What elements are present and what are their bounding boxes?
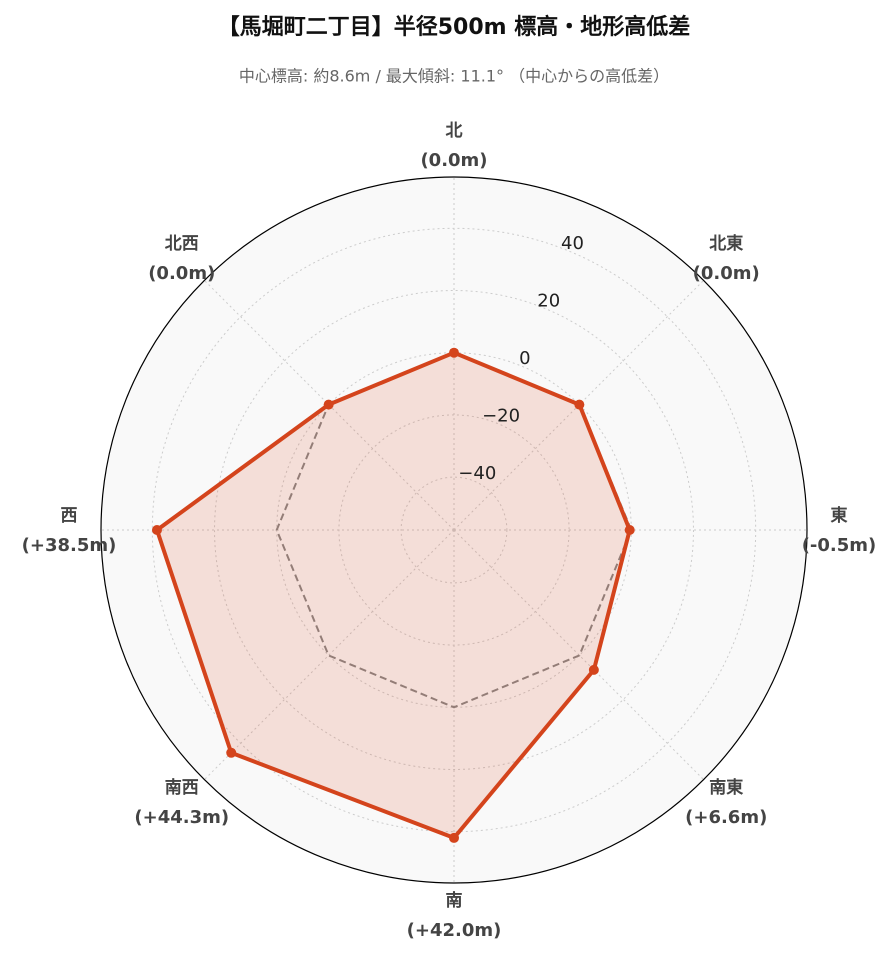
area [157,352,630,838]
r-tick-label: 40 [561,233,584,254]
value-label: (+44.3m) [134,807,229,828]
category-label: 南 [446,890,463,911]
r-tick-label: −40 [458,463,496,484]
value-label: (+6.6m) [685,807,767,828]
point [624,525,635,535]
plot-border [100,176,808,884]
value-label: (0.0m) [693,263,760,284]
point [574,399,585,410]
r-tick-label: 20 [537,290,560,311]
category-label: 西 [61,506,78,526]
r-tick-label: −20 [482,405,520,426]
point [323,399,334,410]
point [151,525,162,535]
category-label: 北 [446,121,463,141]
point [226,747,237,758]
value-label: (-0.5m) [802,535,877,556]
r-tick-label: 0 [519,348,530,369]
value-label: (0.0m) [420,150,487,171]
category-label: 南西 [165,777,199,798]
category-label: 東 [831,505,848,526]
value-label: (0.0m) [148,263,215,284]
point [449,832,459,843]
value-label: (+42.0m) [407,920,502,941]
point [449,347,459,358]
grid-circle [400,476,508,584]
category-label: 北東 [709,233,743,254]
grid-circle [214,290,694,770]
spoke [204,529,455,780]
category-label: 南東 [709,777,743,798]
chart-title: 【馬堀町二丁目】半径500m 標高・地形高低差 [218,14,691,40]
category-label: 北西 [165,234,199,254]
point [588,664,599,675]
value-label: (+38.5m) [22,535,117,556]
chart-subtitle: 中心標高: 約8.6m / 最大傾斜: 11.1° （中心からの高低差） [239,67,669,86]
